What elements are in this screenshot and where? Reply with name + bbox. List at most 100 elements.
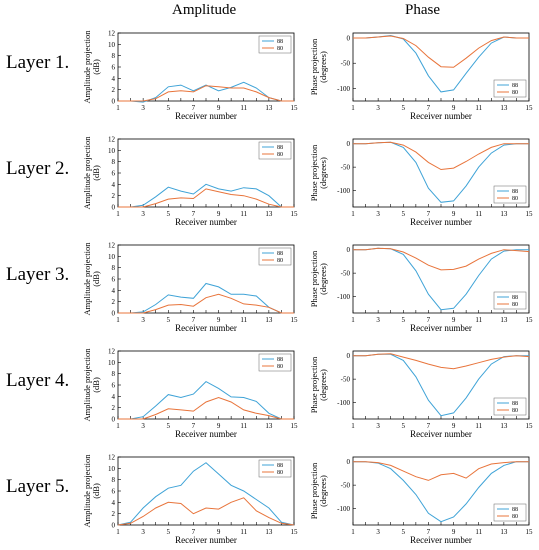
y-tick-label: 8 (112, 476, 116, 484)
y-axis-unit-label: (degrees) (318, 51, 328, 83)
y-tick-label: 0 (347, 458, 351, 466)
legend-label-88: 88 (277, 39, 283, 45)
x-tick-label: 15 (291, 316, 299, 324)
legend-label-88: 88 (277, 463, 283, 469)
legend-label-80: 80 (512, 302, 518, 308)
y-axis-label: Amplitude projection (82, 242, 92, 316)
y-tick-label: -100 (337, 505, 350, 513)
y-tick-label: -50 (341, 60, 351, 68)
y-axis-unit-label: (dB) (91, 59, 101, 75)
y-tick-label: 2 (112, 192, 116, 200)
series-line-80 (118, 396, 294, 420)
x-tick-label: 3 (141, 422, 145, 430)
x-axis-label: Receiver number (410, 429, 472, 439)
y-tick-label: -50 (341, 270, 351, 278)
y-axis-label: Phase projection (309, 38, 319, 95)
x-tick-label: 11 (240, 528, 247, 536)
y-tick-label: 12 (108, 348, 116, 356)
x-tick-label: 9 (452, 528, 456, 536)
x-tick-label: 5 (402, 104, 406, 112)
x-tick-label: 7 (192, 528, 196, 536)
y-axis-label: Amplitude projection (82, 348, 92, 422)
x-tick-label: 7 (192, 422, 196, 430)
legend-label-88: 88 (277, 145, 283, 151)
x-tick-label: 3 (141, 528, 145, 536)
y-axis-unit-label: (dB) (91, 271, 101, 287)
y-tick-label: 0 (347, 35, 351, 43)
y-tick-label: 8 (112, 158, 116, 166)
x-tick-label: 7 (427, 316, 431, 324)
x-tick-label: 9 (217, 422, 221, 430)
legend-box (258, 141, 292, 160)
y-tick-label: -50 (341, 164, 351, 172)
legend-label-80: 80 (277, 152, 283, 158)
y-axis-unit-label: (dB) (91, 483, 101, 499)
y-tick-label: 12 (108, 136, 116, 144)
x-tick-label: 3 (141, 210, 145, 218)
series-line-88 (118, 380, 294, 420)
x-tick-label: 11 (240, 104, 247, 112)
y-tick-label: 0 (112, 204, 116, 212)
x-tick-label: 5 (402, 210, 406, 218)
x-axis-label: Receiver number (410, 217, 472, 227)
y-tick-label: 4 (112, 181, 116, 189)
y-axis-label: Amplitude projection (82, 30, 92, 104)
x-tick-label: 15 (526, 422, 534, 430)
legend-label-88: 88 (512, 401, 518, 407)
series-line-80 (118, 293, 294, 314)
legend-label-88: 88 (512, 507, 518, 513)
x-tick-label: 3 (376, 422, 380, 430)
x-tick-label: 11 (475, 210, 482, 218)
x-tick-label: 11 (475, 422, 482, 430)
legend-box (493, 79, 527, 98)
y-tick-label: 10 (108, 253, 116, 261)
y-tick-label: 6 (112, 170, 116, 178)
x-tick-label: 15 (526, 528, 534, 536)
x-tick-label: 7 (427, 528, 431, 536)
x-tick-label: 15 (526, 104, 534, 112)
x-tick-label: 11 (240, 422, 247, 430)
legend-box (493, 291, 527, 310)
x-tick-label: 11 (240, 316, 247, 324)
layer-2-label: Layer 2. (6, 158, 70, 179)
legend-label-80: 80 (512, 408, 518, 414)
legend-label-80: 80 (512, 514, 518, 520)
y-tick-label: 8 (112, 264, 116, 272)
x-tick-label: 15 (291, 422, 299, 430)
y-tick-label: -100 (337, 293, 350, 301)
x-tick-label: 7 (192, 104, 196, 112)
phase-column-title: Phase (405, 2, 440, 18)
series-line-80 (118, 188, 294, 208)
x-tick-label: 1 (351, 210, 355, 218)
x-tick-label: 3 (376, 316, 380, 324)
x-tick-label: 3 (376, 210, 380, 218)
x-tick-label: 3 (376, 528, 380, 536)
x-tick-label: 5 (402, 422, 406, 430)
y-tick-label: 2 (112, 86, 116, 94)
legend-label-80: 80 (277, 46, 283, 52)
legend-box (493, 185, 527, 204)
x-tick-label: 1 (116, 210, 120, 218)
x-tick-label: 15 (291, 210, 299, 218)
y-axis-label: Phase projection (309, 462, 319, 519)
x-tick-label: 9 (452, 316, 456, 324)
x-tick-label: 13 (265, 528, 273, 536)
y-tick-label: 6 (112, 276, 116, 284)
series-line-80 (353, 353, 530, 370)
legend-label-80: 80 (277, 364, 283, 370)
x-tick-label: 9 (452, 104, 456, 112)
x-tick-label: 1 (351, 422, 355, 430)
y-tick-label: 0 (112, 98, 116, 106)
x-tick-label: 15 (291, 104, 299, 112)
legend-label-88: 88 (512, 295, 518, 301)
x-tick-label: 11 (475, 528, 482, 536)
legend-label-88: 88 (277, 251, 283, 257)
x-tick-label: 7 (427, 104, 431, 112)
y-tick-label: 10 (108, 359, 116, 367)
